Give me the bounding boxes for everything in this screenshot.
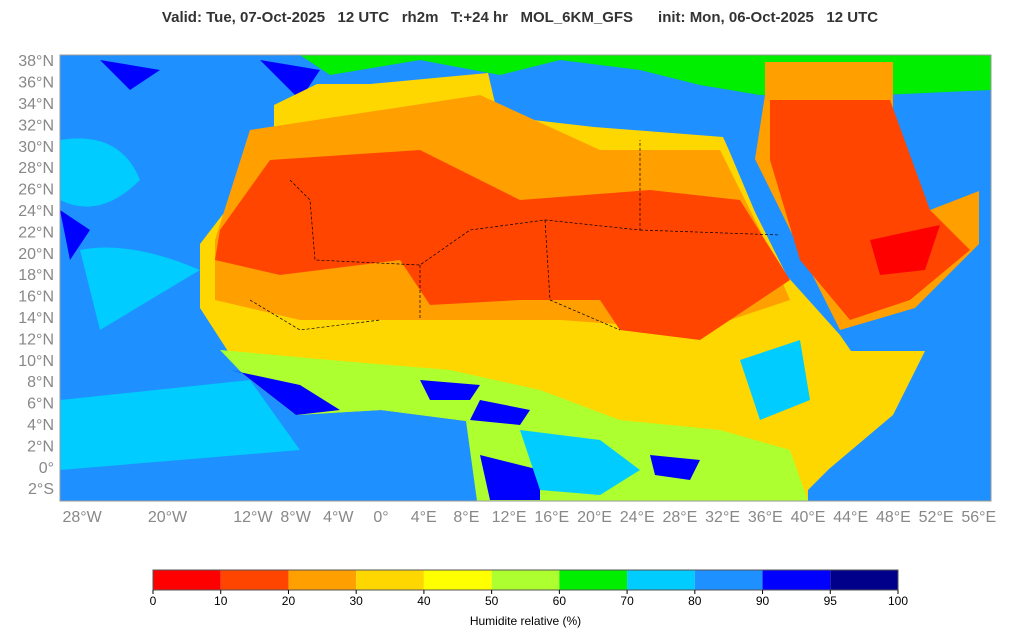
lat-label: 12°N (18, 331, 54, 348)
colorbar-segment (559, 570, 628, 590)
lon-label: 12°E (492, 509, 527, 526)
lat-label: 2°S (28, 481, 54, 498)
lat-label: 26°N (18, 182, 54, 199)
lat-label: 18°N (18, 267, 54, 284)
sahara-dry (215, 150, 790, 340)
lat-label: 28°N (18, 160, 54, 177)
wet-spots (230, 370, 700, 500)
lon-label: 12°W (233, 509, 273, 526)
lat-label: 22°N (18, 224, 54, 241)
borders (249, 140, 781, 331)
lon-label: 44°E (833, 509, 868, 526)
colorbar-frame (152, 569, 899, 591)
lat-label: 10°N (18, 353, 54, 370)
colorbar-tick-label: 70 (620, 594, 634, 608)
lat-label: 38°N (18, 53, 54, 70)
lat-label: 20°N (18, 246, 54, 263)
lon-label: 20°E (577, 509, 612, 526)
lat-label: 16°N (18, 289, 54, 306)
lat-label: 8°N (27, 374, 54, 391)
colorbar-segment (423, 570, 492, 590)
lat-label: 30°N (18, 139, 54, 156)
colorbar-segment (694, 570, 763, 590)
colorbar: 0 10 20 30 40 50 60 70 80 90 95 100 Humidite relativ… (150, 569, 908, 628)
colorbar-segment (288, 570, 357, 590)
colorbar-segment (491, 570, 560, 590)
colorbar-tick-label: 60 (553, 594, 567, 608)
colorbar-tick-label: 50 (485, 594, 499, 608)
sea-humid (60, 138, 300, 471)
lat-label: 6°N (27, 396, 54, 413)
title: Valid: Tue, 07-Oct-2025 12 UTC rh2m T:+2… (162, 9, 878, 26)
lon-label: 36°E (748, 509, 783, 526)
lon-label: 32°E (705, 509, 740, 526)
lat-label: 32°N (18, 117, 54, 134)
lon-label: 28°W (62, 509, 102, 526)
colorbar-tick-label: 100 (888, 594, 908, 608)
colorbar-tick-label: 80 (688, 594, 702, 608)
colorbar-tick-label: 95 (824, 594, 838, 608)
colorbar-label: Humidite relative (%) (470, 614, 581, 628)
lat-label: 34°N (18, 96, 54, 113)
lat-label: 0° (39, 460, 54, 477)
lon-label: 40°E (791, 509, 826, 526)
lon-label: 4°W (323, 509, 354, 526)
colorbar-tick-label: 10 (214, 594, 228, 608)
lat-label: 4°N (27, 417, 54, 434)
colorbar-segment (153, 570, 221, 590)
lon-label: 24°E (620, 509, 655, 526)
lon-label: 52°E (919, 509, 954, 526)
humid-spots (520, 340, 810, 495)
colorbar-tick-label: 0 (150, 594, 157, 608)
sea-wet (60, 60, 320, 260)
colorbar-segment (220, 570, 289, 590)
arabia-driest (870, 225, 940, 275)
colorbar-segment (830, 570, 898, 590)
lat-label: 36°N (18, 75, 54, 92)
lon-label: 4°E (411, 509, 437, 526)
map-frame (59, 54, 992, 502)
lat-label: 14°N (18, 310, 54, 327)
lat-label: 24°N (18, 203, 54, 220)
lon-label: 28°E (662, 509, 697, 526)
lon-label: 48°E (876, 509, 911, 526)
lon-label: 8°W (280, 509, 311, 526)
colorbar-tick-label: 20 (282, 594, 296, 608)
lon-label: 56°E (961, 509, 996, 526)
lon-axis: 28°W 20°W 12°W 8°W 4°W 0° 4°E 8°E 12°E 16°E 20°E 24… (62, 509, 996, 526)
lon-label: 20°W (148, 509, 188, 526)
colorbar-tick-label: 40 (417, 594, 431, 608)
colorbar-tick-label: 90 (756, 594, 770, 608)
lon-label: 8°E (453, 509, 479, 526)
colorbar-segment (627, 570, 695, 590)
lon-label: 16°E (534, 509, 569, 526)
map (59, 54, 992, 502)
lat-axis: 38°N 36°N 34°N 32°N 30°N 28°N 26°N 24°N 22°N 20°N… (18, 53, 54, 498)
colorbar-tick-label: 30 (350, 594, 364, 608)
lon-label: 0° (373, 509, 388, 526)
colorbar-segment (762, 570, 831, 590)
lat-label: 2°N (27, 438, 54, 455)
colorbar-segment (356, 570, 424, 590)
